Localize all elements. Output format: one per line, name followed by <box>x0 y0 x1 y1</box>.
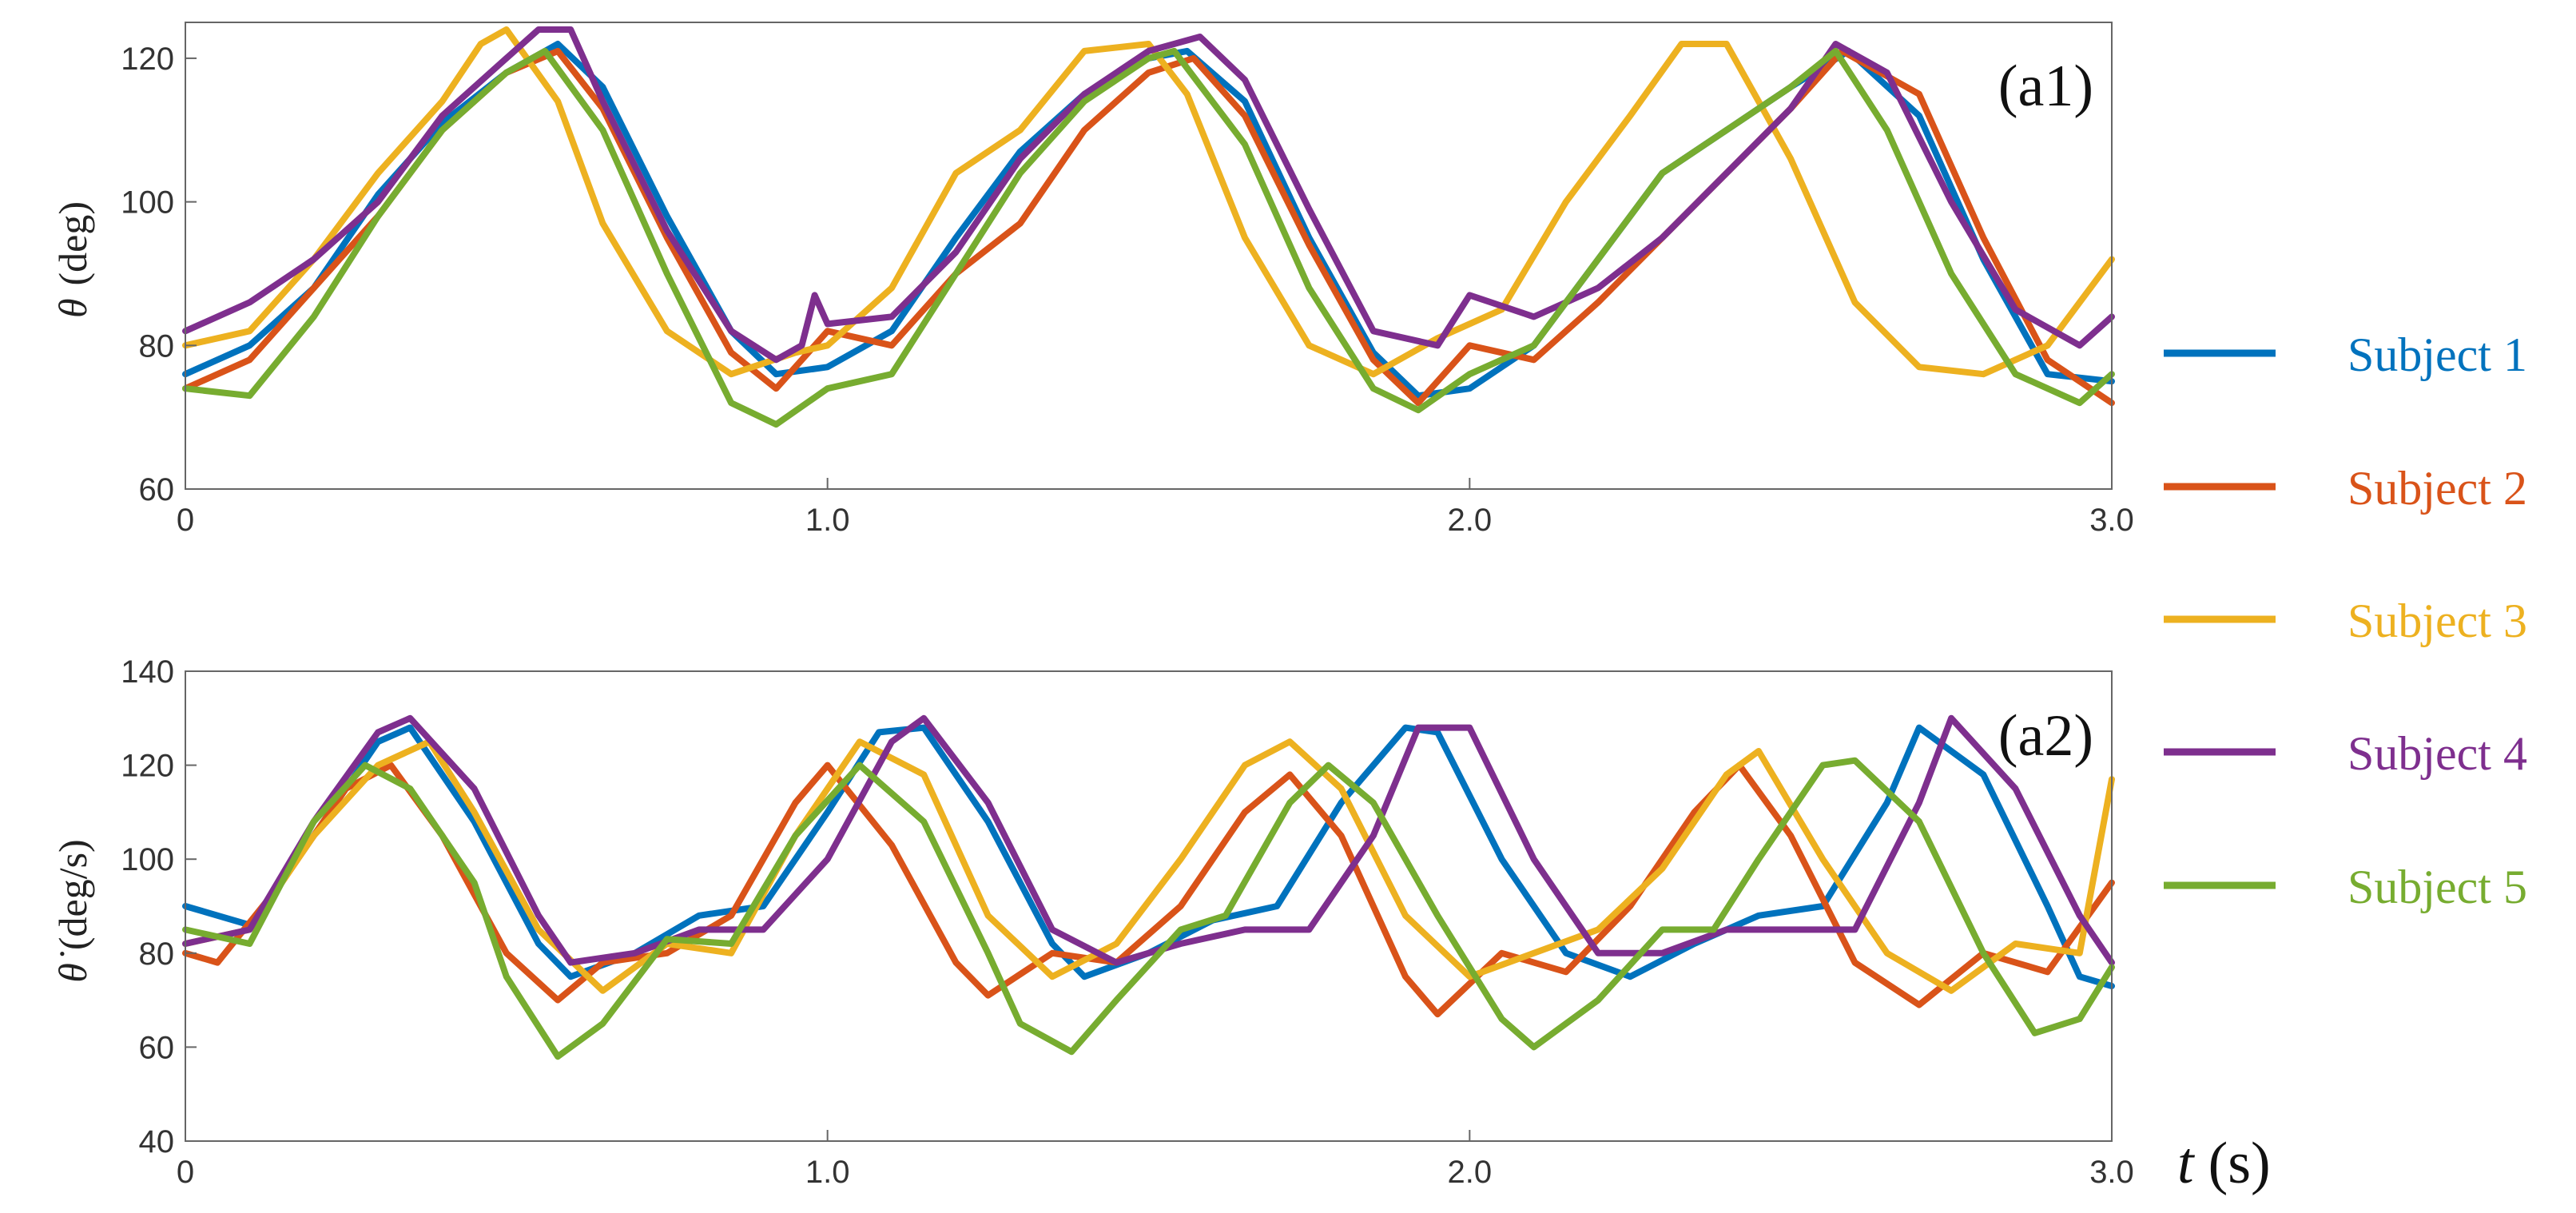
panel-a1-label: (a1) <box>1998 54 2093 119</box>
panel-a1-ytick-label: 120 <box>121 42 174 77</box>
panel-a1-ylabel-symbol: θ <box>50 298 95 318</box>
panel-a2-xtick-label: 3.0 <box>2089 1155 2134 1190</box>
panel-a1: θ (deg) (a1) 0 1.0 2.0 3.0 60 80 100 120 <box>50 22 2134 538</box>
panel-a1-frame <box>185 22 2113 490</box>
panel-a2-ytick-label: 100 <box>121 842 174 877</box>
panel-a2-ylabel-unit: (deg/s) <box>50 839 95 950</box>
panel-a2-xtick-label: 1.0 <box>805 1155 850 1190</box>
panel-a2: θ̇(deg/s) (a2) 0 1.0 2.0 3.0 40 60 80 100 120 140 <box>50 654 2134 1190</box>
panel-a1-series-subject-1 <box>182 41 2115 400</box>
x-axis-label-symbol: t <box>2177 1131 2196 1196</box>
panel-a1-xtick-label: 1.0 <box>805 503 850 538</box>
panel-a2-frame <box>185 670 2113 1142</box>
panel-a1-ylabel: θ (deg) <box>50 201 95 318</box>
legend-label-subject-3: Subject 3 <box>2347 595 2527 647</box>
panel-a1-series-subject-4 <box>182 26 2115 364</box>
panel-a2-series-subject-5 <box>182 757 2115 1060</box>
panel-a1-xtick-label: 2.0 <box>1448 503 1493 538</box>
panel-a1-ytick-label: 60 <box>139 472 175 507</box>
panel-a2-xtick-label: 2.0 <box>1448 1155 1493 1190</box>
panel-a2-ylabel: θ̇(deg/s) <box>50 839 95 982</box>
panel-a2-ytick-label: 60 <box>139 1030 175 1065</box>
legend-label-subject-2: Subject 2 <box>2347 462 2527 515</box>
panel-a1-ytick-label: 80 <box>139 328 175 364</box>
panel-a2-label: (a2) <box>1998 703 2093 769</box>
panel-a2-ylabel-symbol: θ̇ <box>50 951 95 983</box>
legend-label-subject-4: Subject 4 <box>2347 727 2527 780</box>
panel-a1-xtick-label: 3.0 <box>2089 503 2134 538</box>
panel-a2-series-subject-4 <box>182 714 2115 966</box>
panel-a1-ylabel-unit: (deg) <box>50 201 95 286</box>
panel-a2-series-subject-3 <box>182 738 2115 994</box>
legend: Subject 1 Subject 2 Subject 3 Subject 4 … <box>2164 328 2527 913</box>
panel-a1-series-subject-3 <box>182 26 2115 378</box>
panel-a2-ytick-label: 40 <box>139 1124 175 1159</box>
panel-a1-ytick-label: 100 <box>121 185 174 221</box>
legend-label-subject-1: Subject 1 <box>2347 328 2527 381</box>
panel-a2-ytick-label: 140 <box>121 654 174 690</box>
panel-a2-ytick-label: 120 <box>121 749 174 784</box>
x-axis-label-unit: (s) <box>2208 1131 2271 1196</box>
legend-label-subject-5: Subject 5 <box>2347 861 2527 913</box>
panel-a2-xtick-label: 0 <box>177 1155 194 1190</box>
panel-a2-ytick-label: 80 <box>139 937 175 972</box>
panel-a1-series-subject-5 <box>182 47 2115 428</box>
panel-a1-series-group <box>182 26 2115 428</box>
x-axis-label: t (s) <box>2177 1131 2271 1196</box>
panel-a1-xtick-label: 0 <box>177 503 194 538</box>
panel-a2-series-group <box>182 714 2115 1060</box>
